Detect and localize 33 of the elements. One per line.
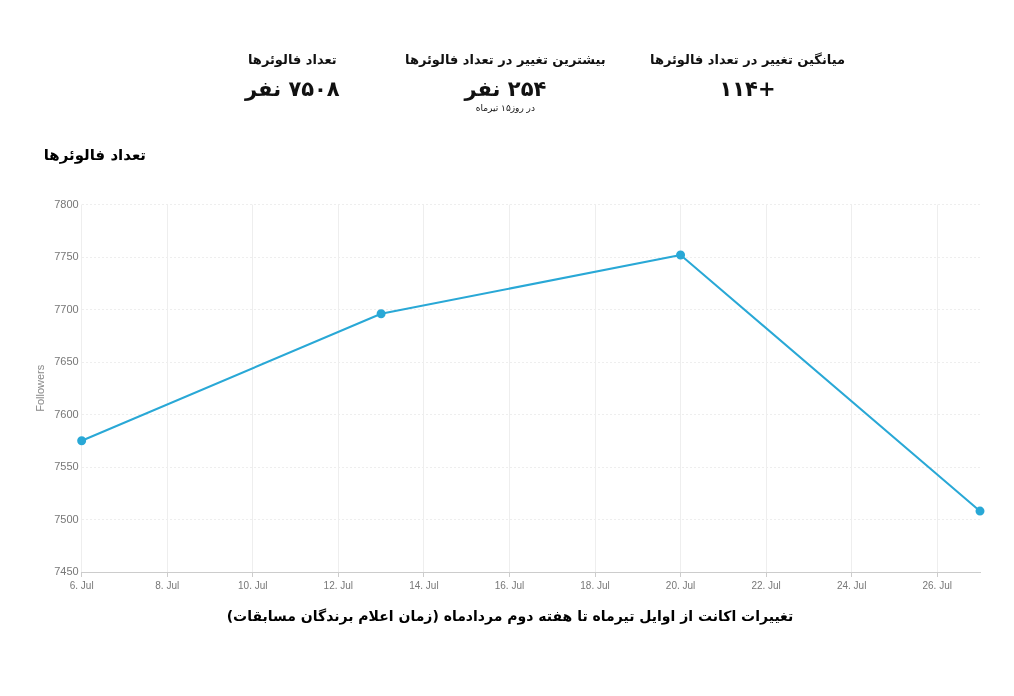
x-tick-label: 22. Jul (751, 579, 781, 591)
point (975, 506, 985, 516)
x-tick-label: 10. Jul (238, 579, 268, 591)
x-tick-label: 18. Jul (580, 579, 610, 591)
y-axis-title: Followers (33, 364, 46, 412)
text: ۲۵۴ نفر (462, 77, 548, 101)
text: تغییرات اکانت از اوایل تیرماه تا هفته دوم مردادماه (زمان اعلام برندگان مسابقات) (225, 608, 795, 624)
x-tick-label: 24. Jul (836, 579, 867, 591)
y-tick-label: 7800 (54, 197, 79, 210)
text: ۷۵۰۸ نفر (245, 77, 340, 101)
x-tick-label: 8. Jul (155, 579, 180, 591)
text: +۱۱۴ (718, 77, 777, 101)
point (77, 436, 87, 446)
x-tick-label: 14. Jul (409, 579, 439, 591)
x-tick-label: 20. Jul (665, 579, 696, 591)
text: در روز۱۵ تیرماه (474, 103, 536, 113)
y-tick-label: 7750 (54, 250, 79, 263)
y-tick-label: 7550 (54, 460, 79, 473)
x-tick-label: 6. Jul (69, 579, 94, 591)
y-tick-label: 7650 (54, 355, 79, 368)
chart-title: تعداد فالوئرها (42, 146, 146, 164)
x-tick-label: 12. Jul (323, 579, 354, 591)
text: میانگین تغییر در تعداد فالوئرها (650, 52, 846, 67)
text: بیشترین تغییر در تعداد فالوئرها (405, 52, 606, 67)
y-tick-label: 7700 (54, 302, 79, 315)
point (676, 250, 686, 260)
y-tick-label: 7600 (54, 407, 79, 420)
text: تعداد فالوئرها (247, 52, 338, 67)
x-tick-label: 16. Jul (494, 579, 525, 591)
x-tick-label: 26. Jul (922, 579, 952, 591)
point (376, 309, 386, 319)
y-tick-label: 7450 (54, 565, 79, 578)
y-tick-label: 7500 (54, 512, 79, 525)
